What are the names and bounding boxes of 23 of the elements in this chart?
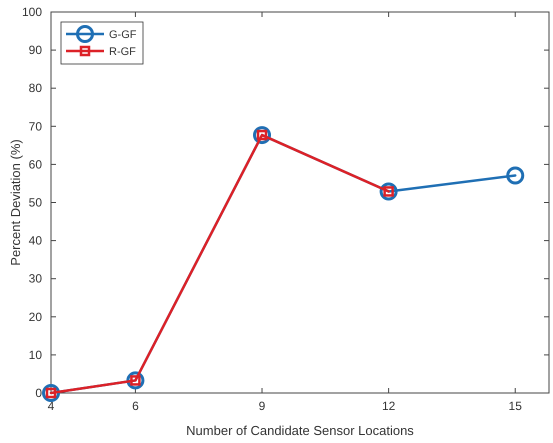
point xyxy=(506,166,524,184)
y-tick-label: 0 xyxy=(35,386,42,400)
legend-label: R-GF xyxy=(109,46,136,58)
legend-label: G-GF xyxy=(109,29,137,41)
y-axis-title: Percent Deviation (%) xyxy=(8,139,23,266)
x-tick-label: 12 xyxy=(382,399,396,413)
y-tick-label: 80 xyxy=(28,81,42,96)
y-tick-label: 50 xyxy=(28,196,42,210)
x-tick-label: 6 xyxy=(132,399,140,413)
y-tick-label: 60 xyxy=(28,157,42,172)
point xyxy=(380,182,398,200)
y-tick-label: 10 xyxy=(28,348,42,362)
y-tick-label: 20 xyxy=(28,310,42,324)
x-axis-title: Number of Candidate Sensor Locations xyxy=(186,423,414,438)
y-tick-label: 30 xyxy=(28,272,42,286)
x-tick-label: 15 xyxy=(508,399,522,413)
y-tick-label: 90 xyxy=(28,43,42,58)
y-tick-label: 40 xyxy=(28,234,42,248)
x-tick-label: 9 xyxy=(258,399,266,413)
point xyxy=(42,384,60,402)
x-tick-label: 4 xyxy=(48,399,55,413)
y-tick-label: 100 xyxy=(22,5,42,19)
y-tick-label: 70 xyxy=(28,119,42,134)
